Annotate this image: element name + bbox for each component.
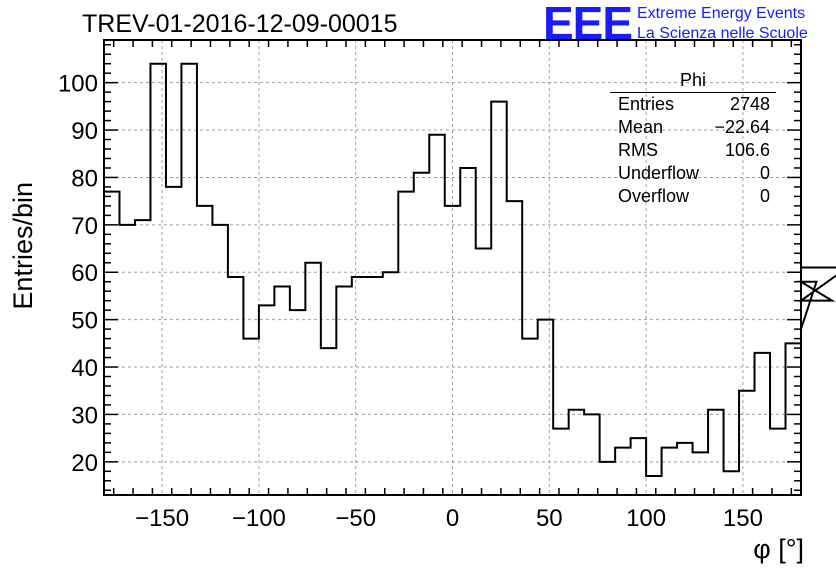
stats-row-mean: Mean −22.64 bbox=[610, 116, 776, 139]
y-tick-label: 30 bbox=[71, 402, 98, 429]
stats-box: Phi Entries 2748 Mean −22.64 RMS 106.6 U… bbox=[610, 70, 776, 208]
x-tick-label: 100 bbox=[626, 505, 666, 532]
stats-row-overflow: Overflow 0 bbox=[610, 185, 776, 208]
chart-title: TREV-01-2016-12-09-00015 bbox=[82, 10, 398, 38]
stats-label: RMS bbox=[618, 140, 658, 160]
stats-value: 2748 bbox=[729, 94, 770, 114]
stats-row-underflow: Underflow 0 bbox=[610, 162, 776, 185]
stats-label: Entries bbox=[618, 94, 675, 114]
stats-label: Overflow bbox=[618, 186, 690, 206]
stats-value: 106.6 bbox=[724, 140, 770, 160]
stats-title: Phi bbox=[610, 70, 776, 93]
stats-value: −22.64 bbox=[714, 117, 770, 137]
x-tick-label: −150 bbox=[135, 505, 189, 532]
stats-row-entries: Entries 2748 bbox=[610, 93, 776, 116]
x-tick-label: 0 bbox=[446, 505, 459, 532]
x-tick-label: 150 bbox=[723, 505, 763, 532]
eee-logo-mark: EEE bbox=[543, 0, 633, 49]
stats-value: 0 bbox=[759, 186, 770, 206]
y-tick-label: 40 bbox=[71, 355, 98, 382]
y-tick-label: 80 bbox=[71, 165, 98, 192]
x-tick-label: −100 bbox=[232, 505, 286, 532]
plot-frame bbox=[103, 39, 802, 496]
y-tick-label: 70 bbox=[71, 213, 98, 240]
y-tick-label: 50 bbox=[71, 308, 98, 335]
stats-label: Underflow bbox=[618, 163, 700, 183]
histogram-line bbox=[104, 62, 836, 478]
logo-text-line2: La Scienza nelle Scuole bbox=[637, 25, 808, 42]
stats-row-rms: RMS 106.6 bbox=[610, 139, 776, 162]
y-tick-label: 90 bbox=[71, 118, 98, 145]
logo-text-line1: Extreme Energy Events bbox=[637, 5, 806, 22]
y-axis-label: Entries/bin bbox=[8, 182, 38, 310]
x-tick-label: 50 bbox=[536, 505, 563, 532]
y-tick-label: 100 bbox=[58, 71, 98, 98]
y-tick-label: 60 bbox=[71, 260, 98, 287]
stats-value: 0 bbox=[759, 163, 770, 183]
x-axis-label: φ [°] bbox=[753, 534, 804, 564]
x-tick-label: −50 bbox=[335, 505, 376, 532]
stats-label: Mean bbox=[618, 117, 664, 137]
y-tick-label: 20 bbox=[71, 450, 98, 477]
